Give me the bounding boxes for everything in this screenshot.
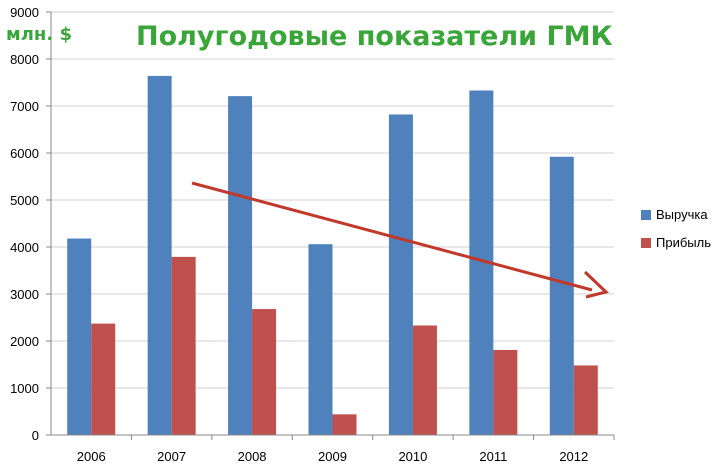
bar-revenue <box>549 156 574 435</box>
bar-revenue <box>388 114 413 436</box>
x-tick-label: 2012 <box>559 449 588 464</box>
x-tick-label: 2006 <box>77 449 106 464</box>
y-tick-label: 0 <box>32 428 39 443</box>
legend-swatch <box>641 238 651 248</box>
y-tick-label: 4000 <box>10 240 39 255</box>
bar-profit <box>332 414 357 435</box>
legend-label: Прибыль <box>656 235 711 250</box>
bar-revenue <box>67 238 92 435</box>
y-tick-label: 6000 <box>10 146 39 161</box>
bar-profit <box>412 325 437 435</box>
bar-revenue <box>228 96 253 435</box>
y-tick-label: 3000 <box>10 287 39 302</box>
legend: Выручка Прибыль <box>641 207 711 250</box>
bar-profit <box>171 256 196 435</box>
x-tick-label: 2009 <box>318 449 347 464</box>
y-tick-label: 8000 <box>10 52 39 67</box>
y-axis-ticks: 0 1000 2000 3000 4000 5000 6000 7000 8000 9000 <box>10 5 51 443</box>
y-tick-label: 1000 <box>10 381 39 396</box>
y-tick-label: 9000 <box>10 5 39 20</box>
trend-arrow <box>191 181 610 299</box>
y-tick-label: 2000 <box>10 334 39 349</box>
x-tick-label: 2007 <box>157 449 186 464</box>
legend-label: Выручка <box>656 207 708 222</box>
bar-revenue <box>308 244 333 435</box>
bar-profit <box>252 309 277 435</box>
y-tick-label: 7000 <box>10 99 39 114</box>
bar-profit <box>91 323 116 435</box>
x-tick-label: 2008 <box>238 449 267 464</box>
bar-revenue <box>147 75 172 436</box>
chart-title: Полугодовые показатели ГМК <box>136 21 613 52</box>
bar-profit <box>493 349 518 435</box>
x-axis-ticks: 2006 2007 2008 2009 2010 2011 2012 <box>77 435 615 464</box>
bar-profit <box>573 365 598 435</box>
legend-swatch <box>641 210 651 220</box>
y-tick-label: 5000 <box>10 193 39 208</box>
x-tick-label: 2011 <box>479 449 507 464</box>
unit-label: млн. $ <box>6 24 72 45</box>
x-tick-label: 2010 <box>398 449 427 464</box>
bar-marks <box>67 75 598 436</box>
